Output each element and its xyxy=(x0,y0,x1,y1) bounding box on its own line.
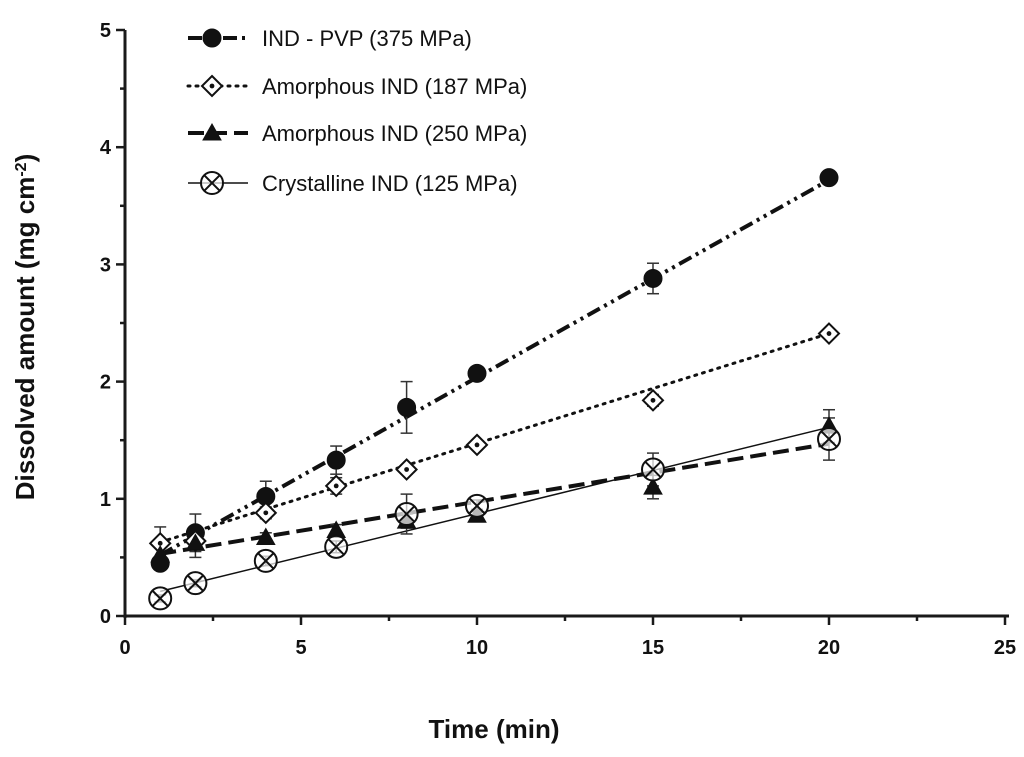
legend-marker xyxy=(200,74,224,98)
marker-cross xyxy=(644,460,662,479)
marker-triangle xyxy=(643,477,663,495)
marker-cross xyxy=(186,574,204,592)
fit-line-series-1 xyxy=(159,178,830,557)
legend-item: Crystalline IND (125 MPa) xyxy=(188,171,518,196)
marker-triangle xyxy=(185,533,206,551)
legend-marker xyxy=(202,28,222,48)
data-point-series-1 xyxy=(819,168,839,188)
data-point-series-3 xyxy=(643,477,663,495)
legend: IND - PVP (375 MPa) Amorphous IND (187 MP… xyxy=(186,26,527,196)
x-tick-label: 5 xyxy=(295,637,306,659)
data-point-series-2 xyxy=(254,501,278,525)
data-point-series-1 xyxy=(326,450,346,470)
marker-cross xyxy=(151,589,169,607)
data-point-series-3 xyxy=(150,545,171,563)
marker-dot xyxy=(263,510,269,516)
marker-circle xyxy=(467,363,487,383)
data-point-series-2 xyxy=(324,474,348,498)
data-point-series-2 xyxy=(395,458,419,481)
data-point-series-1 xyxy=(397,397,417,417)
fit-line-series-3 xyxy=(159,441,830,556)
data-point-series-2 xyxy=(817,322,841,345)
y-tick-label: 1 xyxy=(100,489,111,511)
y-tick-label: 3 xyxy=(100,254,111,276)
y-axis-title-superscript: -2 xyxy=(13,162,30,176)
data-point-series-4 xyxy=(148,586,173,611)
marker-triangle xyxy=(150,545,171,563)
marker-cross xyxy=(203,174,221,192)
marker-dot xyxy=(826,331,832,336)
data-point-series-4 xyxy=(641,457,665,482)
data-points xyxy=(148,168,841,611)
legend-label: Amorphous IND (250 MPa) xyxy=(262,121,527,146)
marker-dot xyxy=(157,540,163,546)
marker-circle xyxy=(202,28,222,48)
marker-cross xyxy=(398,505,416,523)
marker-dot xyxy=(333,483,339,489)
legend-marker xyxy=(202,122,222,141)
x-tick-label: 20 xyxy=(818,637,840,659)
marker-triangle xyxy=(202,122,222,141)
marker-dot xyxy=(209,83,215,89)
axes: 0 5 10 15 20 25 0 1 2 3 4 5 xyxy=(100,20,1016,659)
data-point-series-4 xyxy=(817,427,841,452)
marker-triangle xyxy=(255,527,276,545)
x-tick-label: 25 xyxy=(994,637,1016,659)
fit-lines xyxy=(158,178,831,593)
legend-label: IND - PVP (375 MPa) xyxy=(262,26,472,51)
x-tick-label: 0 xyxy=(119,637,130,659)
y-axis-title-end: ) xyxy=(10,154,40,163)
marker-circle xyxy=(819,168,839,188)
legend-item: Amorphous IND (187 MPa) xyxy=(186,74,527,99)
legend-item: Amorphous IND (250 MPa) xyxy=(188,121,527,146)
y-axis-title-main: Dissolved amount (mg cm xyxy=(10,177,40,501)
data-point-series-4 xyxy=(465,493,489,518)
marker-dot xyxy=(474,442,480,448)
legend-label: Amorphous IND (187 MPa) xyxy=(262,74,527,99)
marker-dot xyxy=(650,397,656,403)
marker-cross xyxy=(327,538,345,556)
marker-circle xyxy=(643,268,663,288)
data-point-series-4 xyxy=(394,502,419,527)
data-point-series-4 xyxy=(183,571,208,596)
y-axis-title: Dissolved amount (mg cm-2) xyxy=(10,154,40,501)
x-axis-title: Time (min) xyxy=(429,714,560,744)
data-point-series-4 xyxy=(324,534,349,559)
data-point-series-2 xyxy=(641,388,665,412)
data-point-series-2 xyxy=(465,433,489,457)
y-tick-label: 5 xyxy=(100,20,111,42)
marker-dot xyxy=(404,467,409,472)
legend-label: Crystalline IND (125 MPa) xyxy=(262,171,518,196)
x-tick-label: 15 xyxy=(642,637,664,659)
data-point-series-1 xyxy=(643,268,663,288)
marker-cross xyxy=(257,552,275,570)
marker-circle xyxy=(397,397,417,417)
data-point-series-4 xyxy=(253,548,278,573)
marker-cross xyxy=(820,430,838,448)
legend-item: IND - PVP (375 MPa) xyxy=(188,26,472,51)
data-point-series-3 xyxy=(185,533,206,551)
marker-circle xyxy=(326,450,346,470)
y-tick-label: 4 xyxy=(100,137,112,159)
fit-line-series-2 xyxy=(158,332,831,544)
legend-marker xyxy=(200,171,224,195)
y-tick-label: 0 xyxy=(100,606,111,628)
y-tick-label: 2 xyxy=(100,372,111,394)
x-tick-label: 10 xyxy=(466,637,488,659)
data-point-series-3 xyxy=(255,527,276,545)
data-point-series-1 xyxy=(467,363,487,383)
marker-cross xyxy=(468,497,486,515)
